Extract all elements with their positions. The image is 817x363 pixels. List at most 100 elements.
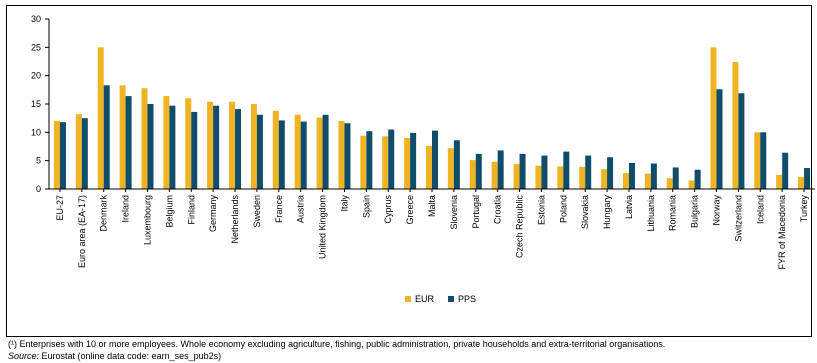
bar-eur	[754, 132, 761, 189]
x-tick-label: Netherlands	[230, 195, 240, 244]
bar-eur	[535, 165, 542, 189]
bar-eur	[666, 178, 673, 189]
x-tick-label: Hungary	[602, 195, 612, 230]
y-tick-label: 10	[31, 127, 41, 137]
bar-pps	[760, 132, 767, 189]
bar-pps	[804, 168, 811, 189]
x-tick-label: France	[274, 195, 284, 223]
bar-pps	[650, 163, 657, 189]
x-tick-label: Croatia	[493, 195, 503, 224]
x-tick-label: EU-27	[55, 195, 65, 221]
source-label: Source:	[8, 351, 40, 361]
bar-pps	[366, 131, 373, 189]
x-tick-label: Slovenia	[449, 195, 459, 230]
bar-pps	[585, 155, 592, 189]
legend-swatch-pps	[448, 296, 455, 302]
x-tick-label: Luxembourg	[142, 195, 152, 245]
bar-pps	[125, 96, 132, 189]
source-line: Source: Eurostat (online data code: earn…	[8, 351, 221, 362]
legend-item-eur: EUR	[405, 294, 434, 304]
y-tick-label: 25	[31, 42, 41, 52]
bar-pps	[519, 153, 526, 189]
bar-pps	[453, 140, 460, 189]
bar-eur	[75, 114, 82, 189]
legend-item-pps: PPS	[448, 294, 476, 304]
bar-eur	[53, 121, 60, 189]
bar-eur	[119, 85, 126, 189]
y-tick-label: 30	[31, 14, 41, 24]
bar-eur	[250, 104, 257, 189]
x-tick-label: Denmark	[99, 195, 109, 232]
chart-frame	[6, 5, 812, 337]
x-tick-label: Estonia	[536, 195, 546, 225]
bar-pps	[672, 167, 679, 189]
bar-pps	[344, 123, 351, 189]
x-tick-label: Ireland	[121, 195, 131, 223]
x-tick-label: Poland	[558, 195, 568, 223]
footnote: (¹) Enterprises with 10 or more employee…	[8, 339, 666, 349]
bar-pps	[169, 105, 176, 189]
legend-swatch-eur	[405, 296, 411, 302]
bar-pps	[300, 121, 307, 189]
x-tick-label: Malta	[427, 195, 437, 217]
bar-eur	[163, 96, 170, 189]
bar-eur	[622, 173, 629, 189]
bar-pps	[716, 89, 723, 189]
bar-pps	[738, 93, 745, 189]
bar-eur	[229, 101, 236, 189]
bar-pps	[541, 155, 548, 189]
bar-eur	[207, 101, 214, 189]
x-tick-label: Switzerland	[733, 195, 743, 242]
x-tick-label: Slovakia	[580, 195, 590, 229]
legend: EUR PPS	[405, 294, 476, 304]
bar-eur	[316, 117, 323, 189]
x-tick-label: Czech Republic	[515, 195, 525, 259]
bar-pps	[563, 151, 570, 189]
x-tick-label: Iceland	[755, 195, 765, 224]
bar-eur	[688, 180, 695, 189]
x-tick-label: Romania	[668, 195, 678, 231]
x-tick-label: Sweden	[252, 195, 262, 228]
y-tick-label: 15	[31, 99, 41, 109]
bar-eur	[360, 135, 367, 189]
bar-pps	[475, 153, 482, 189]
bar-eur	[404, 138, 411, 189]
bar-eur	[798, 177, 805, 189]
y-tick-label: 5	[36, 156, 41, 166]
x-tick-label: Greece	[405, 195, 415, 225]
bar-eur	[97, 47, 104, 190]
bar-eur	[338, 121, 345, 189]
bar-eur	[491, 161, 498, 189]
bar-pps	[213, 105, 220, 189]
bar-eur	[601, 169, 608, 189]
bar-eur	[141, 88, 148, 189]
source-text: Eurostat (online data code: earn_ses_pub…	[39, 351, 222, 361]
bar-eur	[776, 174, 783, 189]
x-tick-label: Lithuania	[646, 195, 656, 232]
bar-pps	[607, 157, 614, 189]
bar-pps	[59, 122, 66, 189]
bar-pps	[782, 152, 789, 189]
bar-pps	[81, 118, 88, 189]
legend-label-eur: EUR	[415, 294, 435, 304]
x-tick-label: United Kingdom	[318, 195, 328, 259]
x-tick-label: Austria	[296, 195, 306, 223]
bar-eur	[382, 136, 389, 189]
bar-pps	[432, 130, 438, 189]
bar-eur	[272, 110, 279, 189]
bar-pps	[388, 129, 395, 189]
x-tick-label: Latvia	[624, 195, 634, 219]
bar-pps	[694, 169, 701, 189]
bar-pps	[410, 132, 417, 189]
bar-pps	[147, 104, 154, 189]
x-tick-label: Bulgaria	[690, 195, 700, 228]
x-tick-label: Norway	[712, 195, 722, 226]
x-tick-label: Turkey	[799, 195, 809, 223]
bar-pps	[235, 109, 242, 189]
bar-eur	[644, 173, 651, 189]
bar-eur	[513, 164, 520, 189]
x-tick-label: Cyprus	[383, 195, 393, 224]
bar-eur	[426, 145, 432, 189]
bar-pps	[322, 114, 329, 189]
x-tick-label: Germany	[208, 195, 218, 233]
